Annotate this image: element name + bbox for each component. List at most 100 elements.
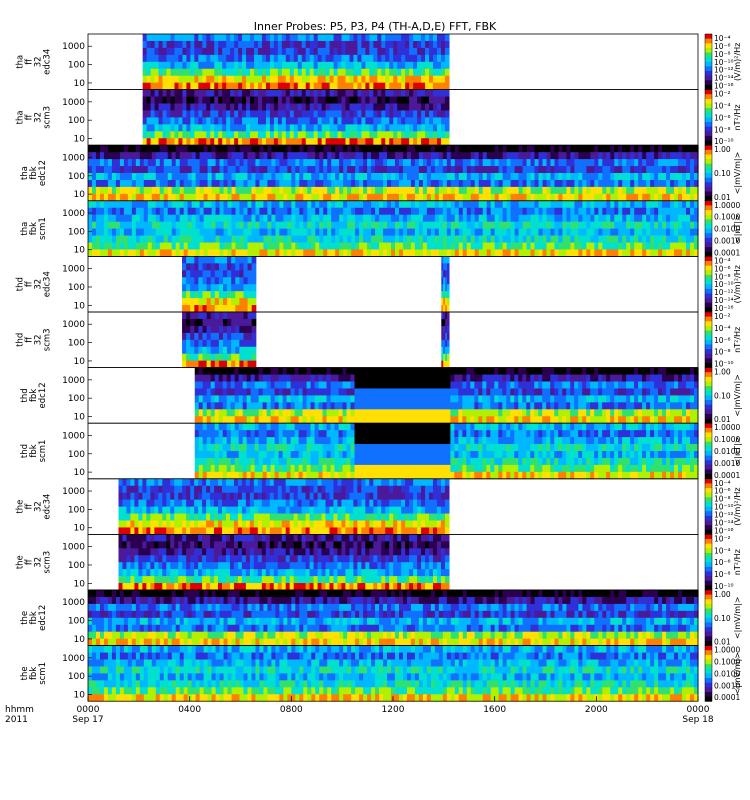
panel-tha-ff-32-scm3-cell [421,89,426,97]
panel-tha-fbk-scm1-cell [602,242,607,250]
panel-tha-fbk-scm1-cell [630,207,635,216]
panel-tha-fbk-edc12-cell [466,179,472,188]
panel-tha-ff-32-scm3-cell [361,138,366,146]
panel-thd-fbk-edc12-cell [490,374,495,382]
panel-tha-ff-32-scm3-cell [182,117,187,125]
panel-tha-ff-32-edc34-cell [234,82,239,90]
panel-tha-fbk-scm1-cell [582,221,587,229]
panel-tha-fbk-edc12-cell [307,152,312,160]
panel-thd-fbk-edc12-cell [578,409,583,417]
panel-tha-fbk-edc12-cell [171,173,177,181]
panel-thd-fbk-edc12-cell [238,395,244,403]
panel-tha-fbk-edc12-cell [115,166,121,174]
panel-thd-fbk-edc12-cell [410,367,416,375]
panel-tha-fbk-edc12-cell [570,173,576,181]
panel-tha-ff-32-scm3-cell [409,131,414,139]
panel-thd-fbk-edc12-cell [418,395,424,403]
panel-tha-fbk-scm1-cell [303,242,308,250]
panel-tha-fbk-scm1-cell [430,200,436,209]
panel-tha-fbk-edc12-cell [243,159,249,167]
panel-tha-fbk-scm1-cell [590,235,595,243]
panel-tha-ff-32-scm3-cell [186,110,191,118]
panel-tha-fbk-edc12-cell [514,193,520,202]
panel-tha-ff-32-scm3-cell [385,103,390,111]
panel-tha-fbk-edc12-cell [359,179,364,188]
panel-tha-fbk-edc12-ytick-label: 1000 [62,153,85,163]
panel-tha-fbk-edc12-cell [538,173,544,181]
panel-tha-fbk-edc12-cell [626,186,631,195]
panel-tha-ff-32-scm3-cell [238,124,243,132]
panel-tha-fbk-scm1-cell [398,228,404,236]
panel-tha-fbk-scm1-cell [418,207,424,216]
panel-tha-fbk-scm1-cell [470,207,476,216]
panel-thd-fbk-edc12-cell [570,409,575,417]
panel-tha-fbk-edc12-cell [618,145,623,153]
panel-tha-ff-32-scm3-cell [226,131,231,139]
panel-tha-fbk-scm1-cell [602,249,607,257]
panel-tha-fbk-edc12-cell [466,193,472,202]
panel-tha-ff-32-edc34-colorbar-seg [705,57,712,63]
panel-thd-fbk-edc12-cell [294,367,300,375]
panel-tha-fbk-scm1-cell [111,214,117,223]
panel-tha-fbk-edc12-cell [203,173,209,181]
panel-thd-fbk-edc12-cell [390,367,396,375]
panel-tha-fbk-scm1-cell [558,221,564,229]
panel-thd-fbk-edc12-cell [550,367,555,375]
panel-tha-ff-32-edc34-cell [186,61,191,70]
panel-tha-ff-32-edc34-cell [369,68,374,77]
panel-thd-fbk-edc12-cell [402,416,408,424]
panel-tha-fbk-edc12-cell [398,145,404,153]
panel-tha-fbk-edc12-cell [259,173,265,181]
panel-tha-fbk-scm1-cell [95,200,101,209]
panel-thd-fbk-edc12-cell [214,409,220,417]
panel-tha-fbk-scm1-cell [235,207,241,216]
panel-tha-ff-32-edc34-cell [381,40,386,49]
panel-tha-fbk-edc12-cell [179,173,185,181]
panel-tha-fbk-edc12-cell [167,193,173,202]
panel-thd-ff-32-scm3-label-line: scm3 [43,328,53,351]
panel-tha-ff-32-scm3-cell [381,124,386,132]
panel-tha-fbk-scm1-cell [91,235,97,243]
panel-thd-fbk-edc12-cell [302,367,308,375]
panel-thd-fbk-edc12-cell [430,395,435,403]
panel-tha-ff-32-scm3-cell [242,110,247,118]
panel-tha-ff-32-scm3-cell [381,117,386,125]
panel-thd-fbk-edc12-cell [254,416,260,424]
panel-tha-fbk-scm1-cell [498,242,504,250]
panel-tha-fbk-edc12-cell [670,173,675,181]
panel-tha-fbk-scm1-cell [335,228,340,236]
panel-thd-fbk-edc12-cell [370,395,376,403]
panel-thd-fbk-edc12-cell [342,395,348,403]
panel-tha-ff-32-edc34-cell [273,47,279,56]
panel-tha-fbk-scm1-cell [670,200,675,209]
panel-thd-fbk-edc12-cell [314,388,320,396]
panel-tha-ff-32-scm3-cell [444,138,450,146]
panel-tha-fbk-scm1-cell [255,228,261,236]
panel-tha-fbk-scm1-cell [570,200,576,209]
panel-tha-fbk-scm1-cell [534,214,540,223]
panel-tha-fbk-scm1-cell [299,200,304,209]
panel-tha-ff-32-edc34-cell [329,40,335,49]
panel-tha-fbk-edc12-cell [375,159,380,167]
panel-tha-ff-32-edc34-cell [425,54,430,63]
panel-tha-fbk-scm1-cell [139,221,145,229]
panel-tha-fbk-scm1-cell [642,200,647,209]
panel-tha-fbk-edc12-cell [259,152,265,160]
panel-tha-fbk-edc12-cell [187,152,193,160]
panel-tha-fbk-scm1-cell [418,235,424,243]
panel-thd-fbk-edc12-cell [474,402,479,410]
panel-tha-fbk-scm1-cell [646,207,651,216]
panel-thd-ff-32-scm3-cell [206,312,212,320]
panel-thd-fbk-edc12-cell [494,402,499,410]
panel-tha-fbk-scm1-cell [478,235,484,243]
panel-tha-ff-32-edc34-cell [281,40,287,49]
panel-thd-fbk-edc12-cell [478,409,483,417]
panel-tha-fbk-scm1-cell [590,249,595,257]
panel-tha-fbk-edc12-cell [562,145,568,153]
panel-thd-fbk-edc12-cell [474,395,479,403]
panel-tha-ff-32-edc34-cell [281,47,287,56]
panel-tha-fbk-edc12-cell [406,166,412,174]
panel-thd-ff-32-scm3-cell [445,353,448,362]
panel-tha-fbk-scm1-cell [674,249,679,257]
panel-tha-fbk-edc12-cell [458,166,464,174]
